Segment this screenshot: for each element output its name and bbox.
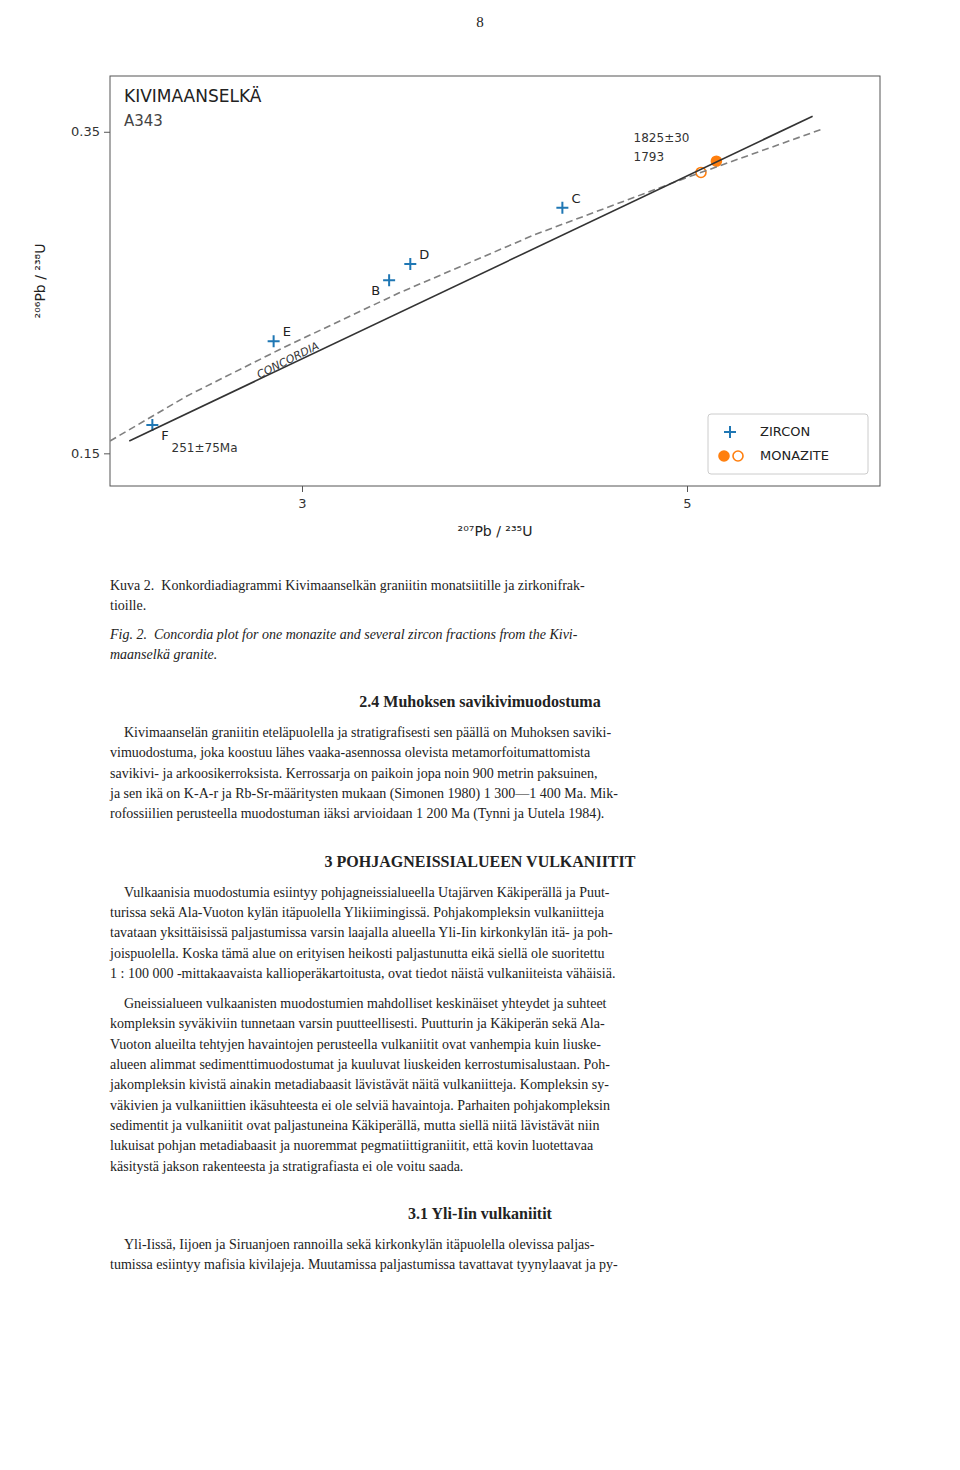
y-tick xyxy=(104,453,110,454)
x-tick-label: 3 xyxy=(298,496,306,511)
data-point xyxy=(268,335,280,347)
legend-swatch xyxy=(733,451,743,461)
plot-frame xyxy=(110,76,880,486)
line xyxy=(129,116,812,441)
caption: Kuva 2. Konkordiadiagrammi Kivimaanselkä… xyxy=(110,576,880,617)
annotation: 251±75Ma xyxy=(172,441,238,455)
legend-box xyxy=(708,414,868,474)
annotation: 1793 xyxy=(634,150,665,164)
dashed-line xyxy=(110,129,822,441)
chart-subtitle: A343 xyxy=(124,112,163,130)
point-label: F xyxy=(161,428,168,443)
data-point xyxy=(146,419,158,431)
point-label: C xyxy=(571,191,580,206)
paragraph: Yli-Iissä, Iijoen ja Siruanjoen rannoill… xyxy=(110,1235,880,1276)
annotation: CONCORDIA xyxy=(255,339,321,381)
y-tick-label: 0.35 xyxy=(71,124,100,139)
paragraph: Vulkaanisia muodostumia esiintyy pohjagn… xyxy=(110,883,880,984)
paragraph: Gneissialueen vulkaanisten muodostumien … xyxy=(110,994,880,1177)
point-label: B xyxy=(371,283,380,298)
legend-label: MONAZITE xyxy=(760,448,829,463)
point-label: E xyxy=(283,324,291,339)
annotation: 1825±30 xyxy=(634,131,690,145)
plot-marks xyxy=(110,116,822,441)
legend-swatch xyxy=(724,426,736,438)
point-label: D xyxy=(419,247,429,262)
y-axis-label: ²⁰⁶Pb / ²³⁸U xyxy=(32,244,48,319)
page-number: 8 xyxy=(0,0,960,36)
legend-swatch xyxy=(719,451,729,461)
section-title: 3.1 Yli-Iin vulkaniitit xyxy=(0,1205,960,1223)
x-tick xyxy=(302,486,303,492)
chart: 3 5 0.15 0.35 ²⁰⁷Pb / ²³⁵U ²⁰⁶Pb / ²³⁸U KIVIMA… xyxy=(0,36,960,566)
chart-title: KIVIMAANSELKÄ xyxy=(124,86,262,106)
x-tick xyxy=(687,486,688,492)
paragraph: Kivimaanselän graniitin eteläpuolella ja… xyxy=(110,723,880,824)
section-title: 2.4 Muhoksen savikivimuodostuma xyxy=(0,693,960,711)
data-point xyxy=(556,202,568,214)
legend-label: ZIRCON xyxy=(760,424,810,439)
data-point xyxy=(404,258,416,270)
data-point xyxy=(383,274,395,286)
y-tick-label: 0.15 xyxy=(71,446,100,461)
section-title: 3 POHJAGNEISSIALUEEN VULKANIITIT xyxy=(0,853,960,871)
caption: Fig. 2. Concordia plot for one monazite … xyxy=(110,625,880,666)
x-axis-label: ²⁰⁷Pb / ²³⁵U xyxy=(458,523,533,539)
y-tick xyxy=(104,132,110,133)
x-tick-label: 5 xyxy=(683,496,691,511)
